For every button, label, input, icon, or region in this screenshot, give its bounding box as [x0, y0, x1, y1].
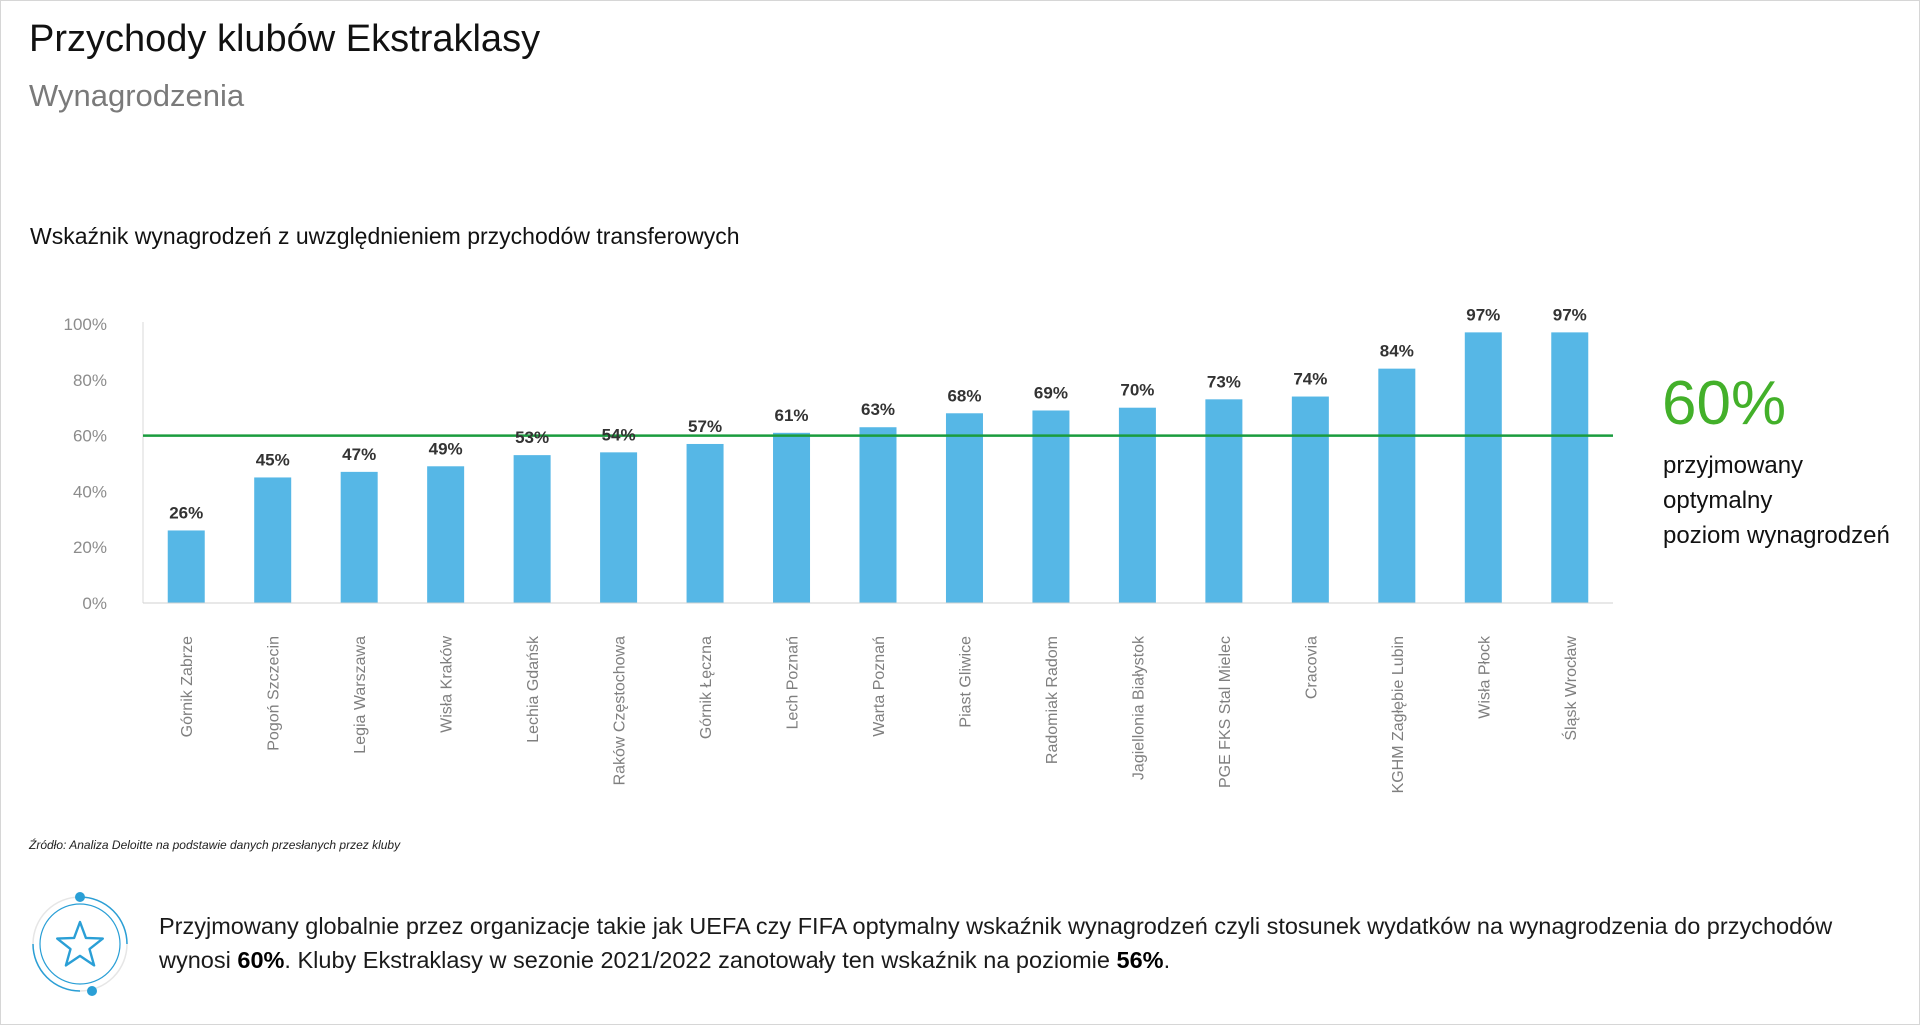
data-label: 53% [515, 428, 549, 447]
page-subtitle: Wynagrodzenia [29, 78, 245, 113]
bar [1205, 399, 1243, 603]
bar-chart: 0% 20% 40% 60% 80% 100% 26% 45% 47% 49% 53% 54% 57%… [64, 305, 1613, 793]
x-tick-label: Pogoń Szczecin [266, 636, 283, 751]
chart-title: Wskaźnik wynagrodzeń z uwzględnieniem pr… [30, 223, 740, 249]
y-tick-label: 20% [73, 538, 107, 557]
y-tick-label: 40% [73, 482, 107, 501]
data-label: 26% [169, 503, 203, 522]
y-tick-label: 0% [82, 594, 107, 613]
bar [427, 466, 465, 603]
note-bold-1: 60% [237, 947, 285, 973]
source-note: Źródło: Analiza Deloitte na podstawie da… [29, 838, 401, 852]
bar [513, 455, 551, 603]
bar [1032, 410, 1070, 603]
x-tick-label: Cracovia [1303, 636, 1320, 699]
bar [945, 413, 983, 603]
bar [600, 452, 638, 603]
bar [1551, 332, 1589, 603]
x-tick-label: Legia Warszawa [352, 636, 369, 754]
bar [1118, 407, 1156, 603]
note-text-2: . Kluby Ekstraklasy w sezonie 2021/2022 … [284, 947, 1117, 973]
optimal-level-caption: przyjmowany optymalny poziom wynagrodzeń [1663, 448, 1890, 553]
data-label: 97% [1553, 305, 1587, 324]
x-tick-label: Radomiak Radom [1044, 636, 1061, 764]
x-tick-label: PGE FKS Stal Mielec [1217, 636, 1234, 788]
optimal-level-line-2: optymalny [1663, 487, 1773, 514]
y-tick-label: 60% [73, 427, 107, 446]
data-label: 70% [1120, 381, 1154, 400]
data-labels: 26% 45% 47% 49% 53% 54% 57% 61% 63% 68% 69% 70% 73% 7… [169, 305, 1587, 522]
data-label: 74% [1293, 370, 1327, 389]
optimal-level-line-1: przyjmowany [1663, 452, 1804, 479]
x-tick-label: Górnik Łęczna [698, 636, 715, 739]
y-tick-label: 100% [64, 315, 107, 334]
x-tick-label: Śląsk Wrocław [1561, 636, 1580, 741]
x-tick-label: KGHM Zagłębie Lubin [1390, 636, 1407, 793]
data-label: 49% [429, 439, 463, 458]
x-axis: Górnik Zabrze Pogoń Szczecin Legia Warszaw… [143, 602, 1613, 793]
optimal-level-line-3: poziom wynagrodzeń [1663, 522, 1890, 549]
bar [773, 432, 811, 603]
data-label: 54% [602, 425, 636, 444]
bar [686, 443, 724, 603]
bar [859, 427, 897, 603]
summary-note: Przyjmowany globalnie przez organizacje … [159, 909, 1859, 977]
data-label: 57% [688, 417, 722, 436]
note-bold-2: 56% [1116, 947, 1164, 973]
y-tick-label: 80% [73, 371, 107, 390]
data-label: 97% [1466, 305, 1500, 324]
data-label: 63% [861, 400, 895, 419]
data-label: 68% [947, 386, 981, 405]
data-label: 61% [775, 406, 809, 425]
optimal-level-value: 60% [1662, 369, 1787, 438]
x-tick-label: Lechia Gdańsk [525, 635, 542, 743]
x-tick-label: Piast Gliwice [957, 636, 974, 728]
bar [340, 471, 378, 603]
data-label: 69% [1034, 383, 1068, 402]
bars [167, 332, 1589, 603]
x-tick-label: Lech Poznań [785, 636, 802, 729]
x-tick-label: Raków Częstochowa [612, 636, 629, 786]
star-icon [32, 892, 128, 996]
y-axis: 0% 20% 40% 60% 80% 100% [64, 315, 144, 613]
page-title: Przychody klubów Ekstraklasy [29, 18, 541, 60]
data-label: 45% [256, 450, 290, 469]
bar [254, 477, 292, 603]
x-tick-label: Górnik Zabrze [179, 636, 196, 737]
bar [1464, 332, 1502, 603]
bar [167, 530, 205, 603]
data-label: 84% [1380, 342, 1414, 361]
data-label: 47% [342, 445, 376, 464]
bar [1291, 396, 1329, 603]
x-tick-label: Jagiellonia Białystok [1130, 635, 1147, 780]
note-text-3: . [1163, 947, 1171, 973]
x-tick-label: Warta Poznań [871, 636, 888, 737]
x-tick-label: Wisła Kraków [439, 636, 456, 733]
data-label: 73% [1207, 372, 1241, 391]
x-tick-label: Wisła Płock [1476, 635, 1493, 719]
note-text-1: Przyjmowany globalnie przez organizacje … [159, 913, 1833, 973]
bar [1378, 368, 1416, 603]
